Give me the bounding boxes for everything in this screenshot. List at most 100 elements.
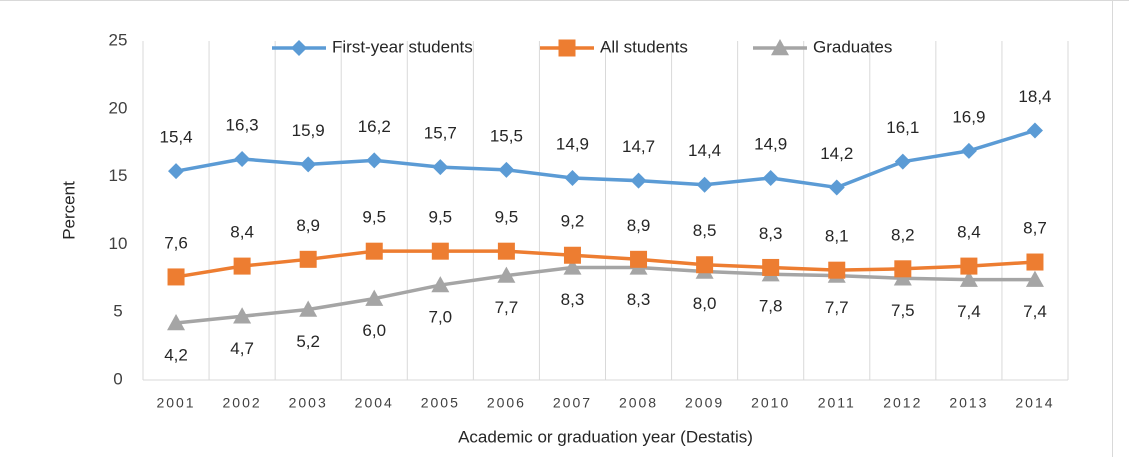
data-point (234, 150, 251, 167)
series-line (175, 265, 1035, 325)
data-label: 6,0 (362, 321, 386, 340)
data-point (365, 289, 384, 306)
data-point (894, 153, 911, 170)
data-label: 8,4 (957, 223, 981, 242)
data-label: 18,4 (1018, 87, 1051, 106)
data-label: 14,4 (688, 141, 721, 160)
data-label: 16,3 (226, 115, 259, 134)
data-label: 8,3 (759, 224, 783, 243)
data-point (365, 242, 383, 260)
legend-label: Graduates (813, 37, 892, 56)
data-point (498, 161, 515, 178)
frame-border-right (1112, 0, 1113, 457)
data-label: 7,0 (429, 308, 453, 327)
x-tick-label: 2011 (818, 395, 856, 411)
y-tick-label: 10 (109, 234, 128, 253)
x-tick-label: 2003 (289, 395, 328, 411)
data-point (563, 246, 581, 264)
data-label: 8,7 (1023, 219, 1047, 238)
data-point (959, 270, 978, 287)
data-point (1025, 270, 1044, 287)
data-label: 7,6 (164, 233, 188, 252)
legend-marker (558, 39, 576, 57)
data-point (167, 314, 186, 331)
y-axis-title: Percent (59, 181, 78, 240)
data-point (497, 242, 515, 260)
x-tick-label: 2005 (421, 395, 460, 411)
data-point (696, 176, 713, 193)
x-tick-label: 2008 (619, 395, 658, 411)
data-label: 8,5 (693, 221, 717, 240)
data-label: 7,7 (825, 298, 849, 317)
y-tick-label: 20 (109, 98, 128, 117)
data-point (564, 169, 581, 186)
data-point (630, 172, 647, 189)
data-label: 4,2 (164, 346, 188, 365)
data-point (828, 261, 846, 279)
data-label: 8,0 (693, 294, 717, 313)
y-tick-label: 25 (109, 30, 128, 49)
data-point (960, 257, 978, 275)
data-label: 15,7 (424, 124, 457, 143)
data-point (1026, 122, 1043, 139)
data-label: 9,2 (561, 212, 585, 231)
x-tick-label: 2001 (156, 395, 195, 411)
y-tick-label: 0 (113, 369, 122, 388)
data-label: 4,7 (230, 339, 254, 358)
data-point (167, 268, 185, 286)
x-tick-label: 2013 (949, 395, 988, 411)
data-label: 15,5 (490, 126, 523, 145)
data-label: 5,2 (296, 332, 320, 351)
data-point (893, 269, 912, 286)
data-label: 8,2 (891, 225, 915, 244)
frame-border-top (0, 0, 1129, 1)
x-tick-label: 2007 (553, 395, 592, 411)
legend-label: First-year students (332, 37, 473, 56)
data-label: 7,7 (495, 298, 519, 317)
data-label: 14,9 (556, 134, 589, 153)
data-label: 8,3 (561, 290, 585, 309)
data-label: 8,3 (627, 290, 651, 309)
x-axis-title: Academic or graduation year (Destatis) (458, 427, 753, 446)
x-tick-label: 2006 (487, 395, 526, 411)
data-label: 15,4 (159, 128, 192, 147)
data-label: 8,1 (825, 227, 849, 246)
data-point (431, 242, 449, 260)
y-tick-label: 5 (113, 302, 122, 321)
data-label: 7,4 (957, 302, 981, 321)
data-label: 16,2 (358, 117, 391, 136)
data-point (299, 300, 318, 317)
data-point (762, 169, 779, 186)
data-point (300, 156, 317, 173)
data-point (960, 142, 977, 159)
data-point (563, 258, 582, 275)
data-point (696, 256, 714, 274)
x-tick-label: 2012 (883, 395, 922, 411)
data-label: 14,9 (754, 134, 787, 153)
data-point (366, 152, 383, 169)
data-point (233, 257, 251, 275)
data-point (894, 260, 912, 278)
data-point (299, 250, 317, 268)
data-label: 8,9 (296, 216, 320, 235)
data-label: 8,9 (627, 216, 651, 235)
data-label: 14,2 (820, 144, 853, 163)
data-point (497, 266, 516, 283)
legend-label: All students (600, 37, 688, 56)
series-line (175, 128, 1036, 190)
data-point (630, 250, 648, 268)
data-point (828, 179, 845, 196)
data-point (1026, 253, 1044, 271)
data-label: 7,5 (891, 301, 915, 320)
data-label: 15,9 (292, 121, 325, 140)
data-point (431, 276, 450, 293)
data-point (432, 159, 449, 176)
y-tick-label: 15 (109, 166, 128, 185)
series-line (175, 249, 1036, 279)
data-label: 8,4 (230, 223, 254, 242)
x-tick-label: 2002 (223, 395, 262, 411)
data-point (168, 163, 185, 180)
x-tick-label: 2009 (685, 395, 724, 411)
